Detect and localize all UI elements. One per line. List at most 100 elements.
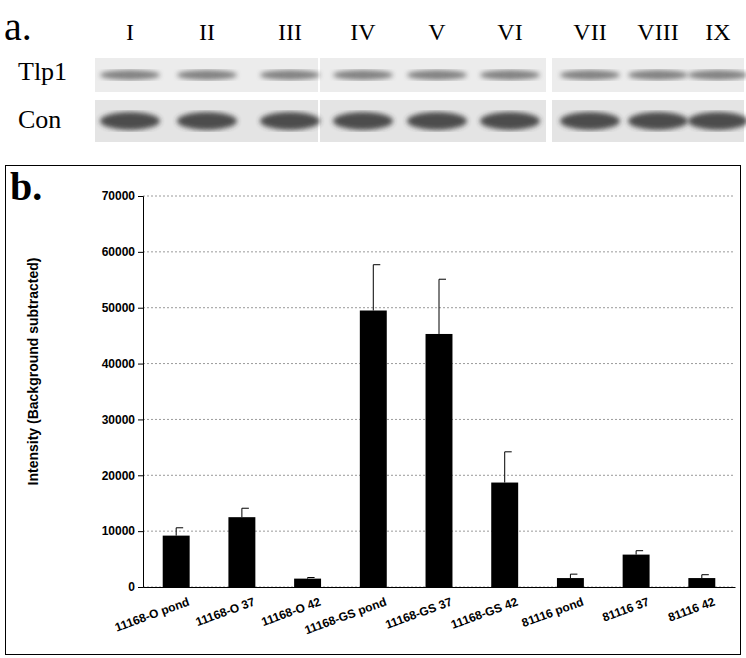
x-tick-label: 81116 37 <box>601 595 652 625</box>
y-axis-line <box>138 197 144 588</box>
error-cap <box>702 574 709 575</box>
panel-frame <box>6 166 741 655</box>
y-tick: 30000 <box>102 413 143 427</box>
x-tick: 11168-GS 42 <box>449 595 520 632</box>
y-tick: 70000 <box>102 189 143 203</box>
y-tick-mark <box>138 252 143 253</box>
error-cap <box>636 550 643 551</box>
y-tick: 20000 <box>102 469 143 483</box>
band <box>333 70 393 80</box>
band <box>260 112 320 130</box>
bar <box>623 555 650 587</box>
bar <box>228 517 255 587</box>
error-stem <box>373 265 374 311</box>
error-bar <box>242 508 249 517</box>
band <box>177 70 237 80</box>
x-tick: 11168-GS 37 <box>383 595 454 632</box>
y-tick-label: 60000 <box>102 245 136 259</box>
bar <box>557 578 584 587</box>
y-tick-label: 10000 <box>102 524 136 538</box>
y-tick-label: 30000 <box>102 413 136 427</box>
error-stem <box>636 551 637 555</box>
band <box>407 112 467 130</box>
y-tick-mark <box>138 531 143 532</box>
y-tick-label: 50000 <box>102 301 136 315</box>
panel-label: a. <box>4 4 32 49</box>
error-cap <box>308 577 315 578</box>
error-cap <box>439 279 446 280</box>
bar <box>426 334 453 587</box>
x-tick: 81116 pond <box>520 595 586 630</box>
y-tick: 60000 <box>102 245 143 259</box>
y-tick: 0 <box>128 580 143 594</box>
error-bar <box>308 578 315 579</box>
band <box>628 112 688 130</box>
gel-strip <box>320 58 546 92</box>
x-tick: 81116 42 <box>666 595 717 625</box>
bar <box>491 483 518 587</box>
marks <box>163 265 716 587</box>
error-cap <box>373 264 380 265</box>
error-cap <box>505 451 512 452</box>
x-tick-label: 81116 42 <box>666 595 717 625</box>
figure: a.IIIIIIIVVVIVIIVIIIIXTlp1Conb.010000200… <box>0 0 746 658</box>
y-tick-label: 40000 <box>102 357 136 371</box>
band <box>480 112 540 130</box>
y-tick: 10000 <box>102 524 143 538</box>
error-bar <box>702 575 709 578</box>
error-bar <box>439 279 446 334</box>
x-tick-label: 11168-GS 42 <box>449 595 520 632</box>
x-tick: 11168-O 37 <box>194 595 257 629</box>
lane-label: II <box>199 19 215 45</box>
blot-panel: a.IIIIIIIVVVIVIIVIIIIXTlp1Con <box>4 4 746 142</box>
grid-line <box>143 196 735 197</box>
x-tick-label: 81116 pond <box>520 595 586 630</box>
y-axis: 0 10000 20000 30000 40000 50000 60000 70000 <box>102 189 144 594</box>
x-tick-label: 11168-O pond <box>113 595 191 635</box>
y-tick-mark <box>138 587 143 588</box>
x-tick: 11168-O pond <box>113 595 191 635</box>
y-tick-mark <box>138 196 143 197</box>
band <box>177 112 237 130</box>
chart-title: b. <box>10 164 42 209</box>
band <box>100 70 160 80</box>
error-bar <box>636 551 643 555</box>
band <box>688 70 746 80</box>
band <box>628 70 688 80</box>
bar <box>163 536 190 587</box>
error-stem <box>504 452 505 483</box>
error-cap <box>176 527 183 528</box>
band <box>407 70 467 80</box>
x-axis: 11168-O pond11168-O 3711168-O 4211168-GS… <box>113 588 735 638</box>
error-bar <box>570 574 577 578</box>
x-tick: 81116 37 <box>601 595 652 625</box>
lane-label: V <box>428 19 446 45</box>
x-tick-label: 11168-GS 37 <box>383 595 454 632</box>
row-label: Con <box>18 105 61 134</box>
y-tick-mark <box>138 308 143 309</box>
x-tick-label: 11168-O 37 <box>194 595 257 629</box>
band <box>260 70 320 80</box>
y-tick: 40000 <box>102 357 143 371</box>
band <box>480 70 540 80</box>
row-label: Tlp1 <box>18 57 67 86</box>
y-tick-mark <box>138 419 143 420</box>
y-axis-title: Intensity (Background subtracted) <box>25 258 41 486</box>
error-bar <box>176 528 183 536</box>
bar <box>294 579 321 587</box>
y-tick: 50000 <box>102 301 143 315</box>
error-bar <box>505 452 512 483</box>
bar <box>360 311 387 587</box>
x-tick-label: 11168-GS pond <box>303 595 389 638</box>
grid <box>143 196 735 587</box>
error-stem <box>570 574 571 578</box>
error-cap <box>242 508 249 509</box>
band <box>688 112 746 130</box>
error-bar <box>373 265 380 311</box>
band <box>560 112 620 130</box>
lane-label: VII <box>573 19 606 45</box>
lane-label: VIII <box>637 19 678 45</box>
y-tick-label: 20000 <box>102 469 136 483</box>
x-axis-line <box>144 587 736 588</box>
y-tick-label: 0 <box>128 580 135 594</box>
